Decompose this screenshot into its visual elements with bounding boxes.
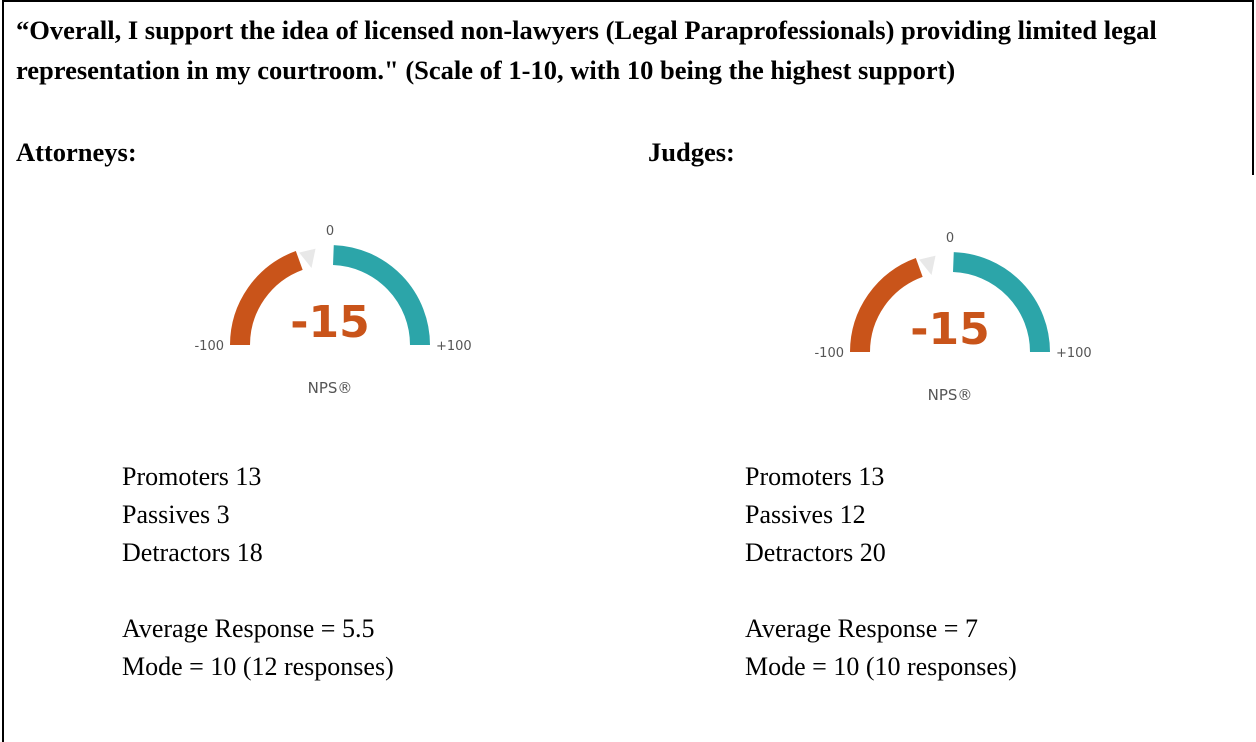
- count-line: Detractors 20: [745, 538, 886, 567]
- count-line: Promoters 13: [745, 462, 885, 491]
- gauge-label: NPS®: [928, 386, 973, 404]
- gauge-tick-label: 0: [946, 231, 954, 246]
- gauge-tick-label: +100: [1056, 346, 1092, 361]
- gauge-pointer: [917, 254, 937, 278]
- gauge-arc: [230, 251, 303, 346]
- summary-line: Mode = 10 (10 responses): [745, 652, 1017, 681]
- count-line: Passives 3: [122, 500, 230, 529]
- group-heading: Attorneys:: [16, 137, 137, 167]
- frame-line: [1252, 0, 1254, 175]
- gauge-tick-label: -100: [814, 346, 844, 361]
- gauge-tick-label: 0: [326, 224, 334, 239]
- gauge-tick-label: +100: [436, 339, 472, 354]
- summary-line: Average Response = 5.5: [122, 614, 375, 643]
- gauge-value: -15: [910, 304, 990, 355]
- gauge-arc: [952, 252, 1050, 353]
- summary-line: Mode = 10 (12 responses): [122, 652, 394, 681]
- count-line: Passives 12: [745, 500, 866, 529]
- summary-line: Average Response = 7: [745, 614, 978, 643]
- gauge-label: NPS®: [308, 379, 353, 397]
- gauge-arc: [850, 258, 923, 353]
- count-line: Detractors 18: [122, 538, 263, 567]
- stats: Promoters 13 Passives 12 Detractors 20 A…: [745, 458, 1017, 686]
- gauge-value: -15: [290, 297, 370, 348]
- gauge-tick-label: -100: [194, 339, 224, 354]
- count-line: Promoters 13: [122, 462, 262, 491]
- gauge-pointer: [297, 247, 317, 271]
- question: “Overall, I support the idea of licensed…: [16, 15, 1157, 85]
- gauge-arc: [332, 245, 430, 346]
- stats: Promoters 13 Passives 3 Detractors 18 Av…: [122, 458, 394, 686]
- group-heading: Judges:: [648, 137, 735, 167]
